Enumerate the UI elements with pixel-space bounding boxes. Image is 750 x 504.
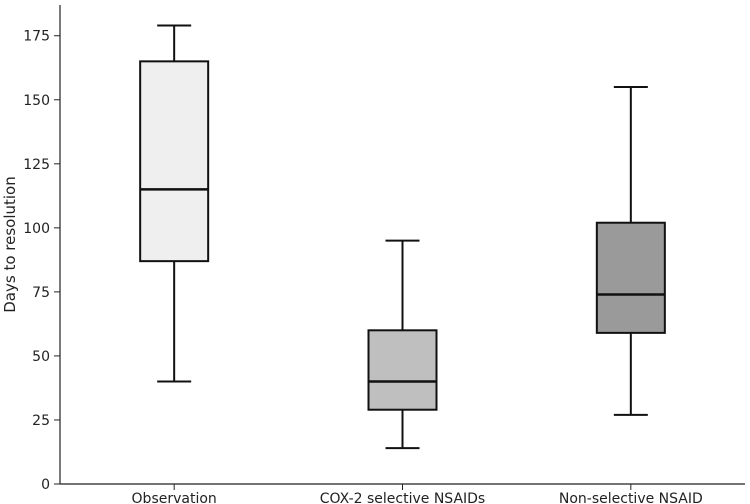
- y-axis-title: Days to resolution: [1, 176, 19, 313]
- box-group: [367, 239, 438, 450]
- box-group: [595, 85, 666, 416]
- x-tick-label: COX-2 selective NSAIDs: [320, 491, 485, 504]
- box-group: [139, 24, 210, 383]
- y-tick-label: 175: [23, 29, 50, 45]
- x-tick-label: Non-selective NSAID: [559, 491, 703, 504]
- y-tick-label: 100: [23, 221, 50, 237]
- axes: 0 25 50 75 100 125 150 175 Observation COX-2 sele…: [23, 5, 745, 504]
- x-tick-label: Observation: [132, 491, 217, 504]
- box-series: [139, 24, 666, 450]
- iqr-box: [139, 60, 210, 263]
- iqr-box: [595, 221, 666, 334]
- iqr-box: [367, 329, 438, 411]
- y-tick-label: 50: [32, 349, 50, 365]
- y-tick-label: 25: [32, 413, 50, 429]
- y-tick-label: 150: [23, 93, 50, 109]
- y-tick-label: 0: [41, 477, 50, 493]
- y-tick-label: 125: [23, 157, 50, 173]
- y-tick-label: 75: [32, 285, 50, 301]
